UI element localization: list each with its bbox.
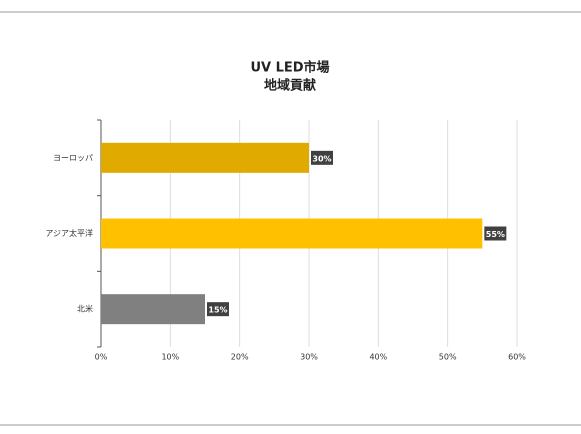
value-label: 15% [208, 306, 227, 315]
bar [101, 142, 309, 173]
x-tick-label: 0% [95, 353, 108, 362]
chart-title: UV LED市場 [250, 60, 329, 76]
y-tick-label: ヨーロッパ [53, 153, 93, 162]
value-label-box [207, 302, 229, 317]
bar [101, 218, 483, 249]
chart-title: 地域貢献 [264, 78, 316, 94]
x-tick-label: 40% [369, 353, 387, 362]
x-tick-label: 10% [161, 353, 179, 362]
x-tick-label: 20% [231, 353, 249, 362]
value-label-box [484, 226, 507, 241]
value-label: 55% [486, 230, 505, 239]
x-tick-label: 60% [508, 353, 526, 362]
y-tick-label: アジア太平洋 [45, 228, 93, 238]
x-tick-label: 50% [439, 353, 457, 362]
y-tick-label: 北米 [77, 304, 93, 314]
value-label: 30% [312, 154, 331, 163]
x-tick-label: 30% [300, 353, 318, 362]
bar [101, 294, 205, 325]
value-label-box [311, 150, 333, 165]
